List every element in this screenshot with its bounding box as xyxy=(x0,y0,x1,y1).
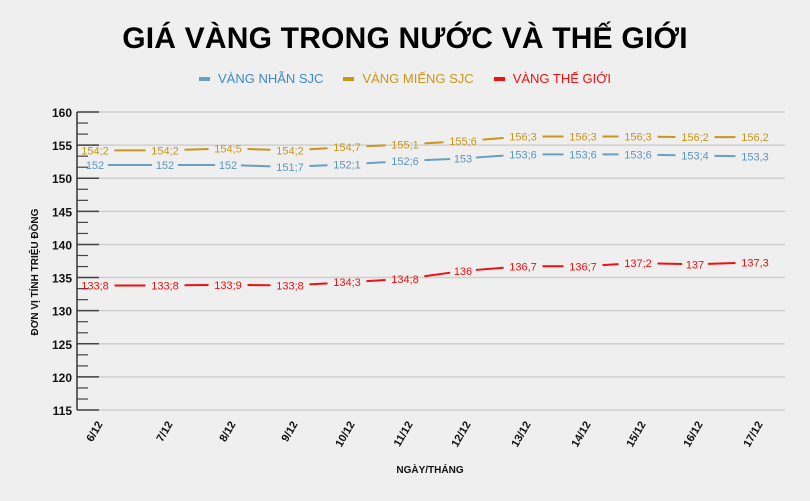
series-line xyxy=(424,141,444,145)
data-label: 154;2 xyxy=(81,145,109,157)
y-tick-label: 130 xyxy=(52,305,72,319)
data-label: 133;8 xyxy=(81,281,109,293)
series-line xyxy=(424,157,451,162)
y-tick-label: 125 xyxy=(52,338,72,352)
y-tick-label: 145 xyxy=(52,205,72,219)
series-line xyxy=(657,262,683,266)
x-tick-label: 12/12 xyxy=(449,420,473,450)
legend-item-vang-nhan: VÀNG NHẪN SJC xyxy=(198,71,324,86)
data-label: 154;7 xyxy=(333,142,361,154)
series-line xyxy=(482,137,504,141)
series-line xyxy=(366,144,386,148)
series-line xyxy=(309,282,328,286)
data-label: 152 xyxy=(86,160,104,172)
y-tick-label: 160 xyxy=(52,106,72,120)
series-line xyxy=(707,261,736,265)
chart-title: GIÁ VÀNG TRONG NƯỚC VÀ THẾ GIỚI xyxy=(122,22,688,55)
data-label: 133;9 xyxy=(214,280,242,292)
data-label: 153;6 xyxy=(624,149,652,161)
data-label: 153;6 xyxy=(569,149,597,161)
data-label: 137,3 xyxy=(741,257,769,269)
y-tick-label: 140 xyxy=(52,238,72,252)
series-line xyxy=(475,154,504,159)
x-tick-label: 11/12 xyxy=(392,420,416,449)
data-label: 137 xyxy=(686,259,704,271)
series-line xyxy=(366,161,386,165)
x-tick-label: 10/12 xyxy=(333,420,357,450)
series-2: 133;8 133;8 133;9 133;8 134;3 134;8 136 136,7 13… xyxy=(81,257,769,292)
x-tick-label: 8/12 xyxy=(217,420,238,445)
data-label: 153;4 xyxy=(681,151,709,163)
series-line xyxy=(602,263,619,267)
legend-swatch-icon xyxy=(343,76,355,81)
data-label: 156;3 xyxy=(509,132,537,144)
x-tick-label: 15/12 xyxy=(624,420,648,450)
data-label: 136,7 xyxy=(509,261,537,273)
legend-swatch-icon xyxy=(198,76,210,81)
y-tick-label: 120 xyxy=(52,371,72,385)
series-1: 154;2 154;2 154;5 154;2 154;7 155;1 155;6 156;3… xyxy=(81,132,769,158)
series-line xyxy=(424,271,451,278)
series-line xyxy=(309,147,328,151)
x-tick-label: 13/12 xyxy=(509,420,533,450)
y-tick-label: 155 xyxy=(52,139,72,153)
series-line xyxy=(247,148,271,151)
data-label: 137;2 xyxy=(624,258,652,270)
data-label: 152;1 xyxy=(333,159,361,171)
series-line xyxy=(366,278,386,283)
data-label: 154;2 xyxy=(276,145,304,157)
data-label: 156;3 xyxy=(624,132,652,144)
data-label: 152;6 xyxy=(391,156,419,168)
data-label: 156;2 xyxy=(681,132,709,144)
x-tick-label: 17/12 xyxy=(741,420,765,450)
x-tick-label: 14/12 xyxy=(569,420,593,450)
data-label: 133;8 xyxy=(151,281,179,293)
data-label: 136;7 xyxy=(569,261,597,273)
x-tick-label: 6/12 xyxy=(84,420,105,445)
data-label: 152 xyxy=(219,160,237,172)
y-tick-label: 115 xyxy=(53,404,73,418)
chart-legend: VÀNG NHẪN SJC VÀNG MIẾNG SJC VÀNG THẾ GI… xyxy=(0,71,810,86)
legend-label: VÀNG NHẪN SJC xyxy=(217,71,324,86)
data-label: 134;8 xyxy=(391,274,419,286)
data-label: 155;6 xyxy=(449,136,477,148)
legend-item-vang-mieng: VÀNG MIẾNG SJC xyxy=(343,71,474,86)
data-label: 153,3 xyxy=(741,151,769,163)
x-tick-label: 16/12 xyxy=(681,420,705,450)
series-line xyxy=(309,164,328,168)
x-tick-label: 9/12 xyxy=(279,420,300,445)
data-label: 151;7 xyxy=(276,162,304,174)
x-tick-label: 7/12 xyxy=(154,420,175,445)
y-axis-label: ĐƠN VỊ TÍNH TRIỆU ĐỒNG xyxy=(28,208,41,335)
data-label: 136 xyxy=(454,266,472,278)
data-label: 154;2 xyxy=(151,145,179,157)
data-label: 153;6 xyxy=(509,149,537,161)
legend-label: VÀNG MIẾNG SJC xyxy=(362,71,474,86)
series-0: 152 152 152 151;7 152;1 152;6 153 153;6 153;6 153… xyxy=(86,149,769,174)
legend-item-vang-the-gioi: VÀNG THẾ GIỚI xyxy=(493,71,612,86)
legend-label: VÀNG THẾ GIỚI xyxy=(512,71,612,86)
series-line xyxy=(475,266,504,271)
series-line xyxy=(240,164,271,168)
y-tick-label: 150 xyxy=(52,172,72,186)
legend-swatch-icon xyxy=(493,76,505,81)
x-axis-label: NGÀY/THÁNG xyxy=(396,463,463,476)
data-label: 154;5 xyxy=(214,143,242,155)
data-label: 153 xyxy=(454,153,472,165)
data-label: 156,2 xyxy=(741,132,769,144)
data-label: 156;3 xyxy=(569,132,597,144)
data-label: 155;1 xyxy=(391,139,419,151)
data-label: 133;8 xyxy=(276,281,304,293)
y-tick-label: 135 xyxy=(52,272,72,286)
data-label: 134;3 xyxy=(333,277,361,289)
data-label: 152 xyxy=(156,160,174,172)
series-line xyxy=(184,148,209,151)
